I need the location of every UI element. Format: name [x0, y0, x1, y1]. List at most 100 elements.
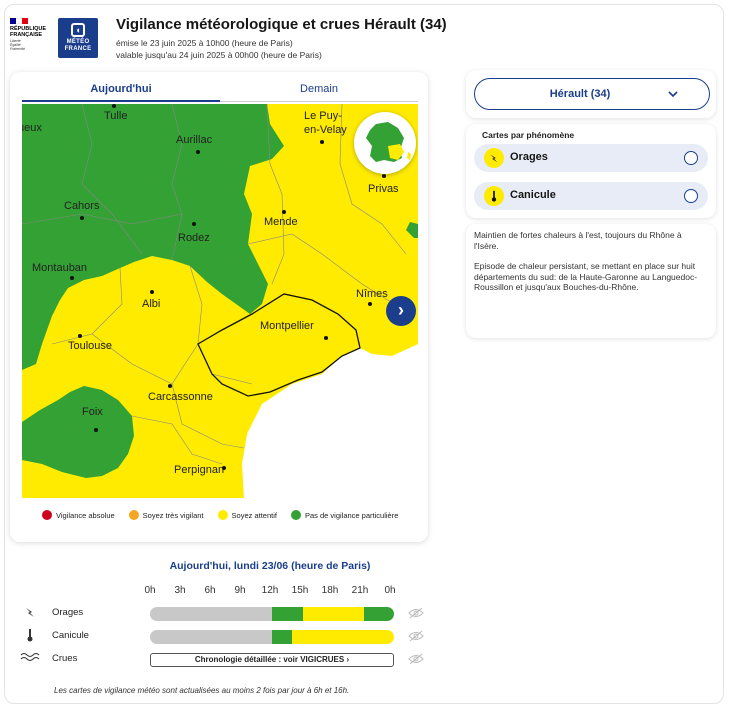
timeline-bar[interactable]: [150, 607, 394, 621]
city-ueux: ueux: [22, 122, 42, 134]
phenomena-card: Cartes par phénomène Orages Canicule: [466, 124, 716, 218]
thermometer-icon: [18, 628, 42, 644]
timeline-label: Crues: [52, 653, 78, 664]
france-inset-map[interactable]: [354, 112, 416, 174]
republique-francaise-logo: RÉPUBLIQUE FRANÇAISE Liberté Égalité Fra…: [10, 18, 54, 51]
rf-line2: FRANÇAISE: [10, 32, 43, 38]
department-select[interactable]: Hérault (34): [474, 78, 710, 110]
city-tulle: Tulle: [104, 110, 128, 122]
timeline-segment: [150, 630, 272, 644]
rf-motto: Liberté Égalité Fraternité: [10, 39, 54, 51]
city-dot: [80, 216, 84, 220]
french-flag-icon: [10, 18, 28, 24]
timeline-label: Canicule: [52, 630, 89, 641]
eye-off-icon[interactable]: [408, 606, 424, 620]
city-dot: [78, 334, 82, 338]
city-montauban: Montauban: [32, 262, 88, 274]
timeline-segment: [292, 630, 394, 644]
city-rodez: Rodez: [178, 232, 210, 244]
yellow-dot-icon: [217, 510, 228, 520]
hour-label: 3h: [174, 585, 186, 596]
waves-icon: [18, 651, 42, 667]
eye-off-icon[interactable]: [408, 629, 424, 643]
city-dot: [324, 336, 328, 340]
timeline-hours: 0h 3h 6h 9h 12h 15h 18h 21h 0h: [138, 585, 406, 597]
city-dot: [368, 302, 372, 306]
thermometer-icon: [484, 186, 504, 206]
city-dot: [222, 466, 226, 470]
eye-off-icon[interactable]: [408, 652, 424, 666]
city-dot: [150, 290, 154, 294]
green-zone-ariege: [22, 386, 134, 478]
tab-today[interactable]: Aujourd'hui: [22, 80, 220, 102]
vigicrues-link[interactable]: Chronologie détaillée : voir VIGICRUES ›: [150, 653, 394, 667]
timeline-bar[interactable]: [150, 630, 394, 644]
green-dot-icon: [290, 510, 301, 520]
city-dot: [70, 276, 74, 280]
rf-motto-1: Liberté: [10, 39, 21, 43]
timeline-row-orages: Orages: [18, 605, 428, 623]
city-le-puy-line1: Le Puy-: [304, 110, 342, 122]
timeline-segment: [272, 607, 303, 621]
phenomenon-radio[interactable]: [684, 189, 698, 203]
hour-label: 0h: [384, 585, 396, 596]
orange-dot-icon: [128, 510, 139, 520]
city-dot: [192, 222, 196, 226]
department-borders: [22, 104, 407, 465]
timeline-title: Aujourd'hui, lundi 23/06 (heure de Paris…: [169, 560, 371, 572]
france-inset-svg: [366, 122, 411, 162]
mf-line1: MÉTÉO: [66, 39, 90, 45]
tab-tomorrow[interactable]: Demain: [220, 80, 418, 102]
hour-label: 12h: [261, 585, 279, 596]
red-dot-icon: [42, 510, 52, 520]
city-nimes: Nîmes: [356, 288, 388, 300]
lightning-icon: [484, 148, 504, 168]
timeline-row-crues: Crues Chronologie détaillée : voir VIGIC…: [18, 651, 428, 669]
timeline-segment: [363, 607, 394, 621]
hour-label: 18h: [321, 585, 339, 596]
city-dot: [382, 174, 386, 178]
rf-motto-2: Égalité: [10, 43, 21, 47]
map-svg: [22, 104, 418, 498]
legend-label: Soyez attentif: [231, 510, 277, 520]
valid-until-date: valable jusqu'au 24 juin 2025 à 00h00 (h…: [116, 50, 322, 60]
legend-yellow: Soyez attentif: [217, 510, 277, 520]
day-tabs: Aujourd'hui Demain: [22, 80, 418, 102]
city-montpellier: Montpellier: [260, 320, 314, 332]
city-aurillac: Aurillac: [176, 134, 213, 146]
city-mende: Mende: [264, 216, 298, 228]
chevron-down-icon: [668, 91, 678, 98]
phenomenon-canicule[interactable]: Canicule: [474, 182, 708, 210]
mf-line2: FRANCE: [64, 46, 92, 52]
city-perpignan: Perpignan: [174, 464, 225, 476]
sea-area: [242, 344, 418, 498]
city-le-puy-line2: en-Velay: [304, 124, 347, 136]
city-foix: Foix: [82, 406, 103, 418]
page-title: Vigilance météorologique et crues Héraul…: [116, 16, 447, 33]
city-dot: [282, 210, 286, 214]
chevron-right-icon: ›: [398, 300, 404, 320]
map-next-button[interactable]: ›: [386, 296, 416, 326]
legend-label: Soyez très vigilant: [142, 510, 204, 520]
map-legend: Vigilance absolue Soyez très vigilant So…: [42, 510, 398, 520]
vigilance-map-card: Aujourd'hui Demain: [10, 72, 428, 542]
legend-label: Pas de vigilance particulière: [304, 510, 399, 520]
hour-label: 6h: [204, 585, 216, 596]
city-dot: [196, 150, 200, 154]
city-dot: [320, 140, 324, 144]
legend-red: Vigilance absolue: [42, 510, 115, 520]
timeline-segment: [302, 607, 364, 621]
green-zone-north: [22, 104, 284, 370]
green-zone-east: [406, 222, 418, 238]
vigilance-map[interactable]: ueux Tulle Aurillac Le Puy- en-Velay Pri…: [22, 104, 418, 498]
herault-outline: [197, 293, 361, 397]
phenomenon-radio[interactable]: [684, 151, 698, 165]
phenomenon-orages[interactable]: Orages: [474, 144, 708, 172]
timeline-row-canicule: Canicule: [18, 628, 428, 646]
issued-date: émise le 23 juin 2025 à 10h00 (heure de …: [116, 38, 293, 48]
city-dot: [168, 384, 172, 388]
rf-motto-3: Fraternité: [10, 47, 25, 51]
phenomena-title: Cartes par phénomène: [482, 130, 575, 140]
legend-orange: Soyez très vigilant: [128, 510, 204, 520]
comment-paragraph-1: Maintien de fortes chaleurs à l'est, tou…: [474, 230, 682, 251]
